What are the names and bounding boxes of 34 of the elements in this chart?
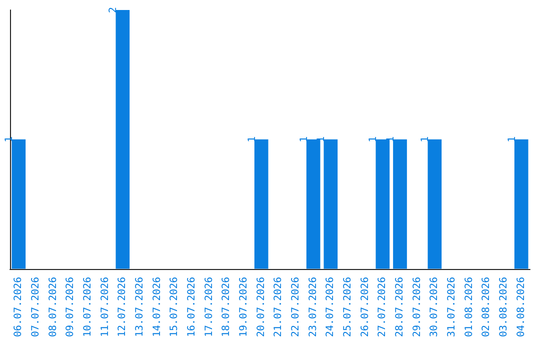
data-label: 1 bbox=[420, 136, 432, 142]
x-tick-label: 06.07.2026 bbox=[13, 276, 24, 338]
x-tick-label: 25.07.2026 bbox=[342, 276, 354, 338]
x-tick-label: 27.07.2026 bbox=[377, 276, 388, 338]
x-tick-label: 03.08.2026 bbox=[498, 276, 510, 338]
x-tick-label: 11.07.2026 bbox=[100, 276, 111, 338]
x-tick-label: 12.07.2026 bbox=[117, 276, 128, 338]
x-tick-label: 10.07.2026 bbox=[82, 276, 94, 338]
x-tick-label: 17.07.2026 bbox=[204, 276, 215, 338]
x-tick-label: 28.07.2026 bbox=[394, 276, 406, 338]
x-tick-label: 15.07.2026 bbox=[169, 276, 180, 338]
x-tick-label: 02.08.2026 bbox=[481, 276, 492, 338]
x-tick-label: 13.07.2026 bbox=[134, 276, 146, 338]
x-tick-label: 09.07.2026 bbox=[65, 276, 76, 338]
x-tick-label: 31.07.2026 bbox=[446, 276, 458, 338]
x-tick-label: 08.07.2026 bbox=[48, 276, 59, 338]
x-tick-label: 18.07.2026 bbox=[221, 276, 232, 338]
x-tick-label: 22.07.2026 bbox=[290, 276, 302, 338]
x-tick-label: 24.07.2026 bbox=[325, 276, 336, 338]
x-tick-label: 01.08.2026 bbox=[464, 276, 475, 338]
x-tick-label: 29.07.2026 bbox=[412, 276, 423, 338]
data-label: 1 bbox=[4, 136, 16, 142]
data-label: 1 bbox=[368, 136, 380, 142]
x-tick-label: 20.07.2026 bbox=[256, 276, 267, 338]
x-tick-label: 21.07.2026 bbox=[273, 276, 284, 338]
x-tick-label: 30.07.2026 bbox=[429, 276, 440, 338]
x-tick-label: 04.08.2026 bbox=[516, 276, 527, 338]
x-tick-label: 14.07.2026 bbox=[152, 276, 163, 338]
x-tick-label: 23.07.2026 bbox=[308, 276, 319, 338]
data-label: 2 bbox=[108, 6, 120, 14]
x-tick-label: 16.07.2026 bbox=[186, 276, 198, 338]
x-tick-label: 26.07.2026 bbox=[360, 276, 371, 338]
x-tick-label: 19.07.2026 bbox=[238, 276, 250, 338]
x-tick-label: 07.07.2026 bbox=[30, 276, 42, 338]
